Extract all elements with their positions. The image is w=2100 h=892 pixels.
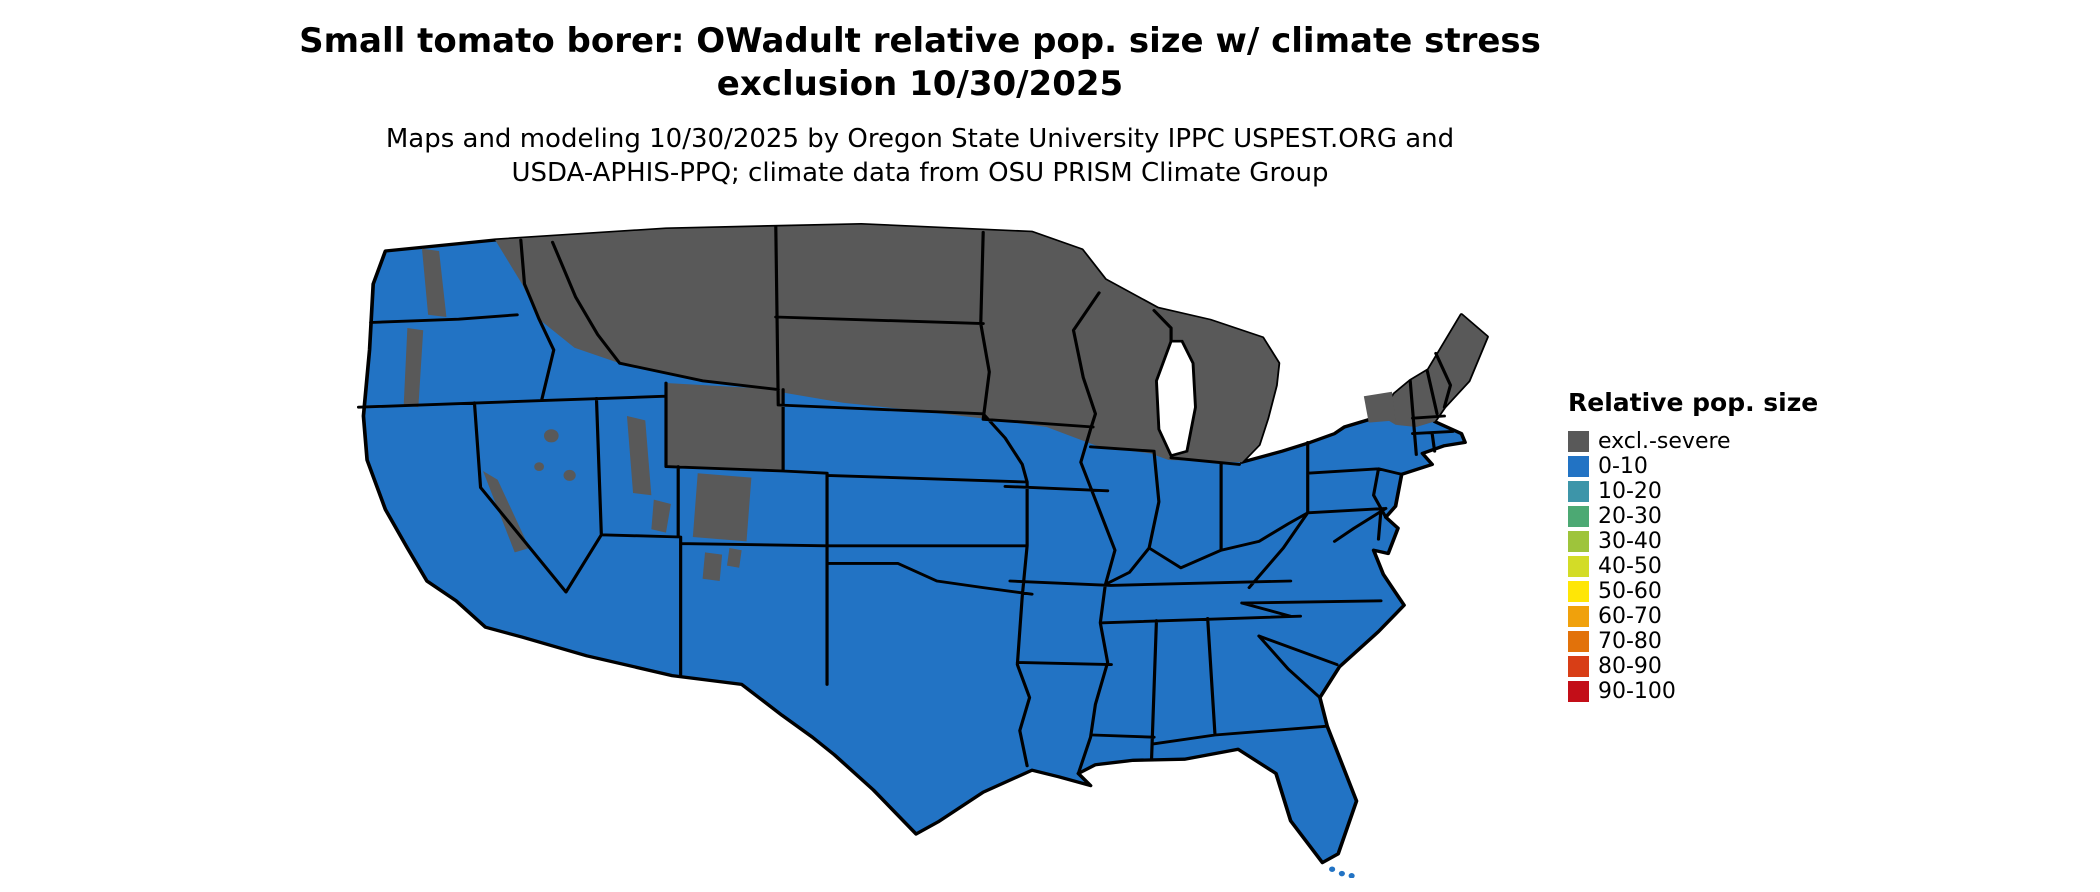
legend-item-50-60: 50-60: [1568, 579, 1848, 604]
legend-item-label: 50-60: [1598, 579, 1662, 604]
legend-swatch-icon: [1568, 506, 1589, 527]
legend-item-20-30: 20-30: [1568, 504, 1848, 529]
legend-swatch-icon: [1568, 481, 1589, 502]
legend-item-label: 60-70: [1598, 604, 1662, 629]
map-title-line1: Small tomato borer: OWadult relative pop…: [299, 21, 1541, 61]
excluded-region-utah-south: [651, 499, 671, 533]
legend-swatch-icon: [1568, 656, 1589, 677]
legend-item-label: 70-80: [1598, 629, 1662, 654]
legend-swatch-icon: [1568, 556, 1589, 577]
state-borders: [356, 225, 1455, 775]
header: Small tomato borer: OWadult relative pop…: [0, 20, 1840, 191]
legend-swatch-icon: [1568, 581, 1589, 602]
legend-item-label: 10-20: [1598, 479, 1662, 504]
map-title-line2: exclusion 10/30/2025: [716, 63, 1124, 104]
excluded-region-nv-1: [544, 429, 559, 443]
excluded-region-wyoming: [666, 383, 784, 471]
excluded-region-nv-3: [534, 462, 544, 471]
legend-swatch-icon: [1568, 431, 1589, 452]
legend-item-label: 80-90: [1598, 654, 1662, 679]
map-subtitle: Maps and modeling 10/30/2025 by Oregon S…: [0, 123, 1840, 191]
excluded-region-north: [495, 224, 1279, 463]
lake-michigan: [1154, 339, 1197, 458]
legend-item-0-10: 0-10: [1568, 454, 1848, 479]
map-subtitle-line2: USDA-APHIS-PPQ; climate data from OSU PR…: [511, 157, 1329, 188]
legend-item-label: 0-10: [1598, 454, 1648, 479]
excluded-region-cascades-wa: [422, 248, 447, 317]
legend-item-70-80: 70-80: [1568, 629, 1848, 654]
legend-item-excl-severe: excl.-severe: [1568, 429, 1848, 454]
legend-item-label: 40-50: [1598, 554, 1662, 579]
legend-item-40-50: 40-50: [1568, 554, 1848, 579]
legend-item-90-100: 90-100: [1568, 679, 1848, 704]
excluded-region-new-england: [1380, 314, 1488, 427]
excluded-region-co-rockies: [692, 473, 752, 542]
legend-title: Relative pop. size: [1568, 388, 1819, 417]
legend-item-label: 20-30: [1598, 504, 1662, 529]
legend-item-label: 30-40: [1598, 529, 1662, 554]
legend-item-80-90: 80-90: [1568, 654, 1848, 679]
legend-item-label: 90-100: [1598, 679, 1676, 704]
excluded-region-wasatch: [626, 416, 652, 496]
excluded-region-cascades-or: [403, 328, 424, 408]
legend-swatch-icon: [1568, 606, 1589, 627]
excluded-regions: [403, 224, 1488, 581]
excluded-region-adirondacks: [1363, 391, 1396, 423]
legend-swatch-icon: [1568, 631, 1589, 652]
excluded-region-nm-mtns-1: [702, 552, 723, 581]
legend-item-10-20: 10-20: [1568, 479, 1848, 504]
legend-swatch-icon: [1568, 456, 1589, 477]
excluded-region-nv-2: [563, 469, 576, 481]
us-map: [356, 222, 1489, 878]
legend-item-label: excl.-severe: [1598, 429, 1731, 454]
legend-swatch-icon: [1568, 681, 1589, 702]
excluded-region-nm-mtns-2: [727, 548, 742, 568]
legend-swatch-icon: [1568, 531, 1589, 552]
legend-item-60-70: 60-70: [1568, 604, 1848, 629]
legend: Relative pop. size excl.-severe 0-10 10-…: [1568, 388, 1848, 704]
florida-keys: [1329, 866, 1355, 878]
map-subtitle-line1: Maps and modeling 10/30/2025 by Oregon S…: [385, 124, 1455, 154]
legend-item-30-40: 30-40: [1568, 529, 1848, 554]
